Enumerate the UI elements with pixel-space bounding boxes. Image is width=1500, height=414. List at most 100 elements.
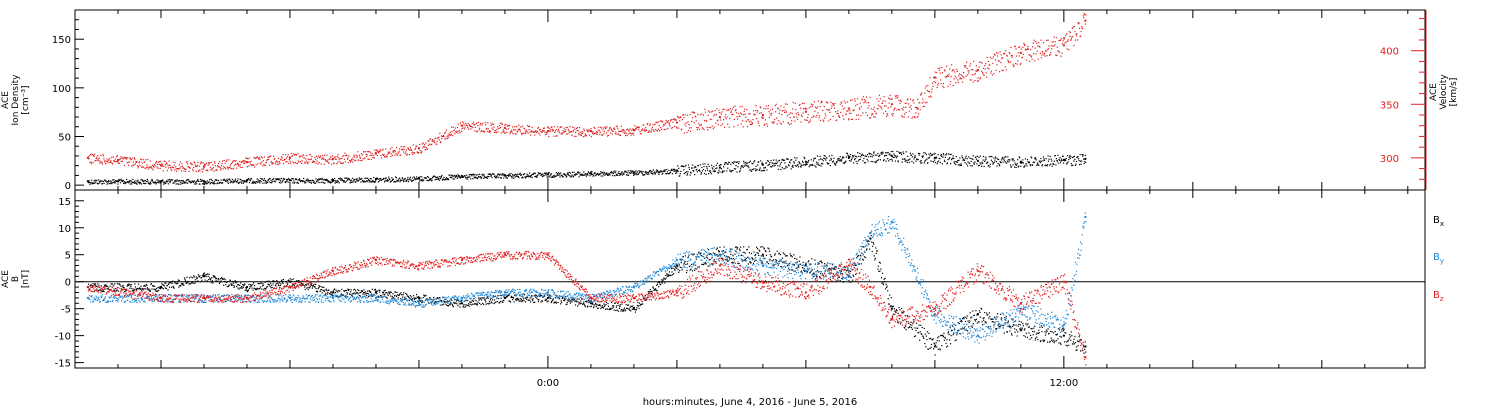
density-sample bbox=[820, 156, 821, 157]
density-sample bbox=[743, 167, 744, 168]
bx-sample bbox=[399, 295, 400, 296]
bx-sample bbox=[473, 298, 474, 299]
velocity-sample bbox=[113, 157, 114, 158]
velocity-sample bbox=[965, 67, 966, 68]
velocity-sample bbox=[718, 124, 719, 125]
density-sample bbox=[112, 182, 113, 183]
bx-sample bbox=[249, 288, 250, 289]
bx-sample bbox=[326, 289, 327, 290]
velocity-sample bbox=[122, 161, 123, 162]
density-sample bbox=[248, 179, 249, 180]
velocity-sample bbox=[418, 152, 419, 153]
velocity-sample bbox=[783, 107, 784, 108]
density-sample bbox=[976, 163, 977, 164]
density-sample bbox=[694, 167, 695, 168]
velocity-sample bbox=[963, 72, 964, 73]
velocity-sample bbox=[932, 83, 933, 84]
velocity-sample bbox=[465, 123, 466, 124]
bx-sample bbox=[253, 282, 254, 283]
velocity-sample bbox=[1059, 52, 1060, 53]
velocity-sample bbox=[337, 162, 338, 163]
velocity-sample bbox=[660, 127, 661, 128]
velocity-sample bbox=[697, 114, 698, 115]
density-sample bbox=[936, 157, 937, 158]
density-sample bbox=[461, 175, 462, 176]
velocity-sample bbox=[844, 108, 845, 109]
bx-sample bbox=[189, 277, 190, 278]
velocity-sample bbox=[458, 124, 459, 125]
bx-sample bbox=[279, 287, 280, 288]
velocity-sample bbox=[395, 151, 396, 152]
density-sample bbox=[239, 182, 240, 183]
density-sample bbox=[209, 179, 210, 180]
density-sample bbox=[188, 179, 189, 180]
velocity-sample bbox=[220, 167, 221, 168]
density-sample bbox=[612, 175, 613, 176]
density-sample bbox=[856, 161, 857, 162]
density-sample bbox=[498, 177, 499, 178]
velocity-sample bbox=[228, 168, 229, 169]
velocity-sample bbox=[883, 113, 884, 114]
velocity-sample bbox=[650, 124, 651, 125]
velocity-sample bbox=[734, 119, 735, 120]
velocity-sample bbox=[179, 164, 180, 165]
density-sample bbox=[913, 162, 914, 163]
density-sample bbox=[1012, 164, 1013, 165]
velocity-sample bbox=[674, 126, 675, 127]
bx-sample bbox=[457, 305, 458, 306]
density-sample bbox=[800, 166, 801, 167]
velocity-sample bbox=[988, 68, 989, 69]
velocity-sample bbox=[405, 153, 406, 154]
density-sample bbox=[226, 179, 227, 180]
velocity-sample bbox=[765, 108, 766, 109]
density-sample bbox=[949, 157, 950, 158]
velocity-sample bbox=[1036, 43, 1037, 44]
density-sample bbox=[941, 154, 942, 155]
velocity-sample bbox=[591, 136, 592, 137]
velocity-sample bbox=[632, 128, 633, 129]
velocity-sample bbox=[151, 168, 152, 169]
density-sample bbox=[769, 162, 770, 163]
density-sample bbox=[847, 153, 848, 154]
velocity-sample bbox=[593, 131, 594, 132]
velocity-sample bbox=[769, 117, 770, 118]
velocity-sample bbox=[173, 167, 174, 168]
velocity-sample bbox=[746, 109, 747, 110]
velocity-sample bbox=[425, 149, 426, 150]
density-sample bbox=[882, 152, 883, 153]
velocity-sample bbox=[835, 111, 836, 112]
velocity-sample bbox=[833, 104, 834, 105]
bx-sample bbox=[309, 287, 310, 288]
density-sample bbox=[655, 173, 656, 174]
density-sample bbox=[857, 163, 858, 164]
bx-sample bbox=[233, 287, 234, 288]
velocity-sample bbox=[1072, 28, 1073, 29]
bx-sample bbox=[276, 280, 277, 281]
density-sample bbox=[315, 183, 316, 184]
bx-sample bbox=[204, 273, 205, 274]
density-sample bbox=[107, 181, 108, 182]
velocity-sample bbox=[249, 158, 250, 159]
velocity-sample bbox=[940, 79, 941, 80]
density-sample bbox=[352, 182, 353, 183]
velocity-sample bbox=[751, 122, 752, 123]
density-sample bbox=[604, 173, 605, 174]
velocity-sample bbox=[442, 136, 443, 137]
bx-sample bbox=[406, 294, 407, 295]
density-sample bbox=[958, 164, 959, 165]
velocity-sample bbox=[209, 162, 210, 163]
velocity-sample bbox=[376, 149, 377, 150]
bx-sample bbox=[436, 298, 437, 299]
velocity-sample bbox=[836, 120, 837, 121]
density-sample bbox=[830, 165, 831, 166]
velocity-sample bbox=[559, 132, 560, 133]
velocity-sample bbox=[558, 131, 559, 132]
density-sample bbox=[513, 178, 514, 179]
bx-sample bbox=[95, 285, 96, 286]
density-sample bbox=[1052, 166, 1053, 167]
density-sample bbox=[771, 160, 772, 161]
density-sample bbox=[202, 180, 203, 181]
bx-sample bbox=[123, 285, 124, 286]
velocity-sample bbox=[982, 63, 983, 64]
velocity-sample bbox=[880, 98, 881, 99]
